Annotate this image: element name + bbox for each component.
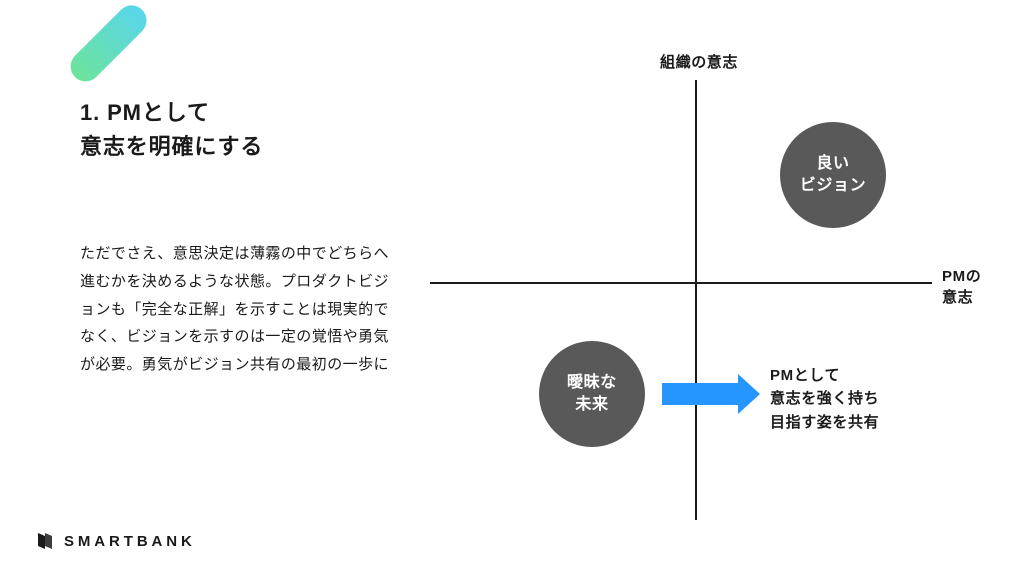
logo: SMARTBANK: [36, 532, 196, 550]
axis-horizontal: [430, 282, 932, 284]
body-text: ただでさえ、意思決定は薄霧の中でどちらへ進むかを決めるような状態。プロダクトビジ…: [80, 240, 400, 379]
axis-vertical: [695, 80, 697, 520]
body-text-block: ただでさえ、意思決定は薄霧の中でどちらへ進むかを決めるような状態。プロダクトビジ…: [80, 240, 400, 379]
arrow-icon: [662, 370, 762, 418]
title-line-1: 1. PMとして: [80, 96, 400, 130]
logo-text: SMARTBANK: [64, 533, 196, 550]
node-good-vision-line2: ビジョン: [800, 175, 867, 197]
node-vague-future: 曖昧な 未来: [539, 341, 645, 447]
slide: 1. PMとして 意志を明確にする ただでさえ、意思決定は薄霧の中でどちらへ進む…: [0, 0, 1024, 576]
title-block: 1. PMとして 意志を明確にする: [80, 96, 400, 164]
annotation-block: PMとして 意志を強く持ち 目指す姿を共有: [770, 364, 879, 434]
axis-label-top: 組織の意志: [660, 52, 738, 73]
title-line-2: 意志を明確にする: [80, 130, 400, 164]
accent-pill: [64, 0, 152, 88]
logo-mark-icon: [36, 532, 54, 550]
node-good-vision: 良い ビジョン: [780, 122, 886, 228]
node-vague-future-line1: 曖昧な: [567, 372, 617, 394]
quadrant-diagram: 組織の意志 PMの 意志 良い ビジョン 曖昧な 未来 PMとして 意志を強く持…: [430, 50, 990, 520]
annotation-line3: 目指す姿を共有: [770, 411, 879, 434]
axis-label-right-line1: PMの: [942, 266, 981, 287]
axis-label-right: PMの 意志: [942, 266, 981, 308]
annotation-line1: PMとして: [770, 364, 879, 387]
node-vague-future-line2: 未来: [567, 394, 617, 416]
node-good-vision-line1: 良い: [800, 153, 867, 175]
annotation-line2: 意志を強く持ち: [770, 387, 879, 410]
axis-label-right-line2: 意志: [942, 287, 981, 308]
